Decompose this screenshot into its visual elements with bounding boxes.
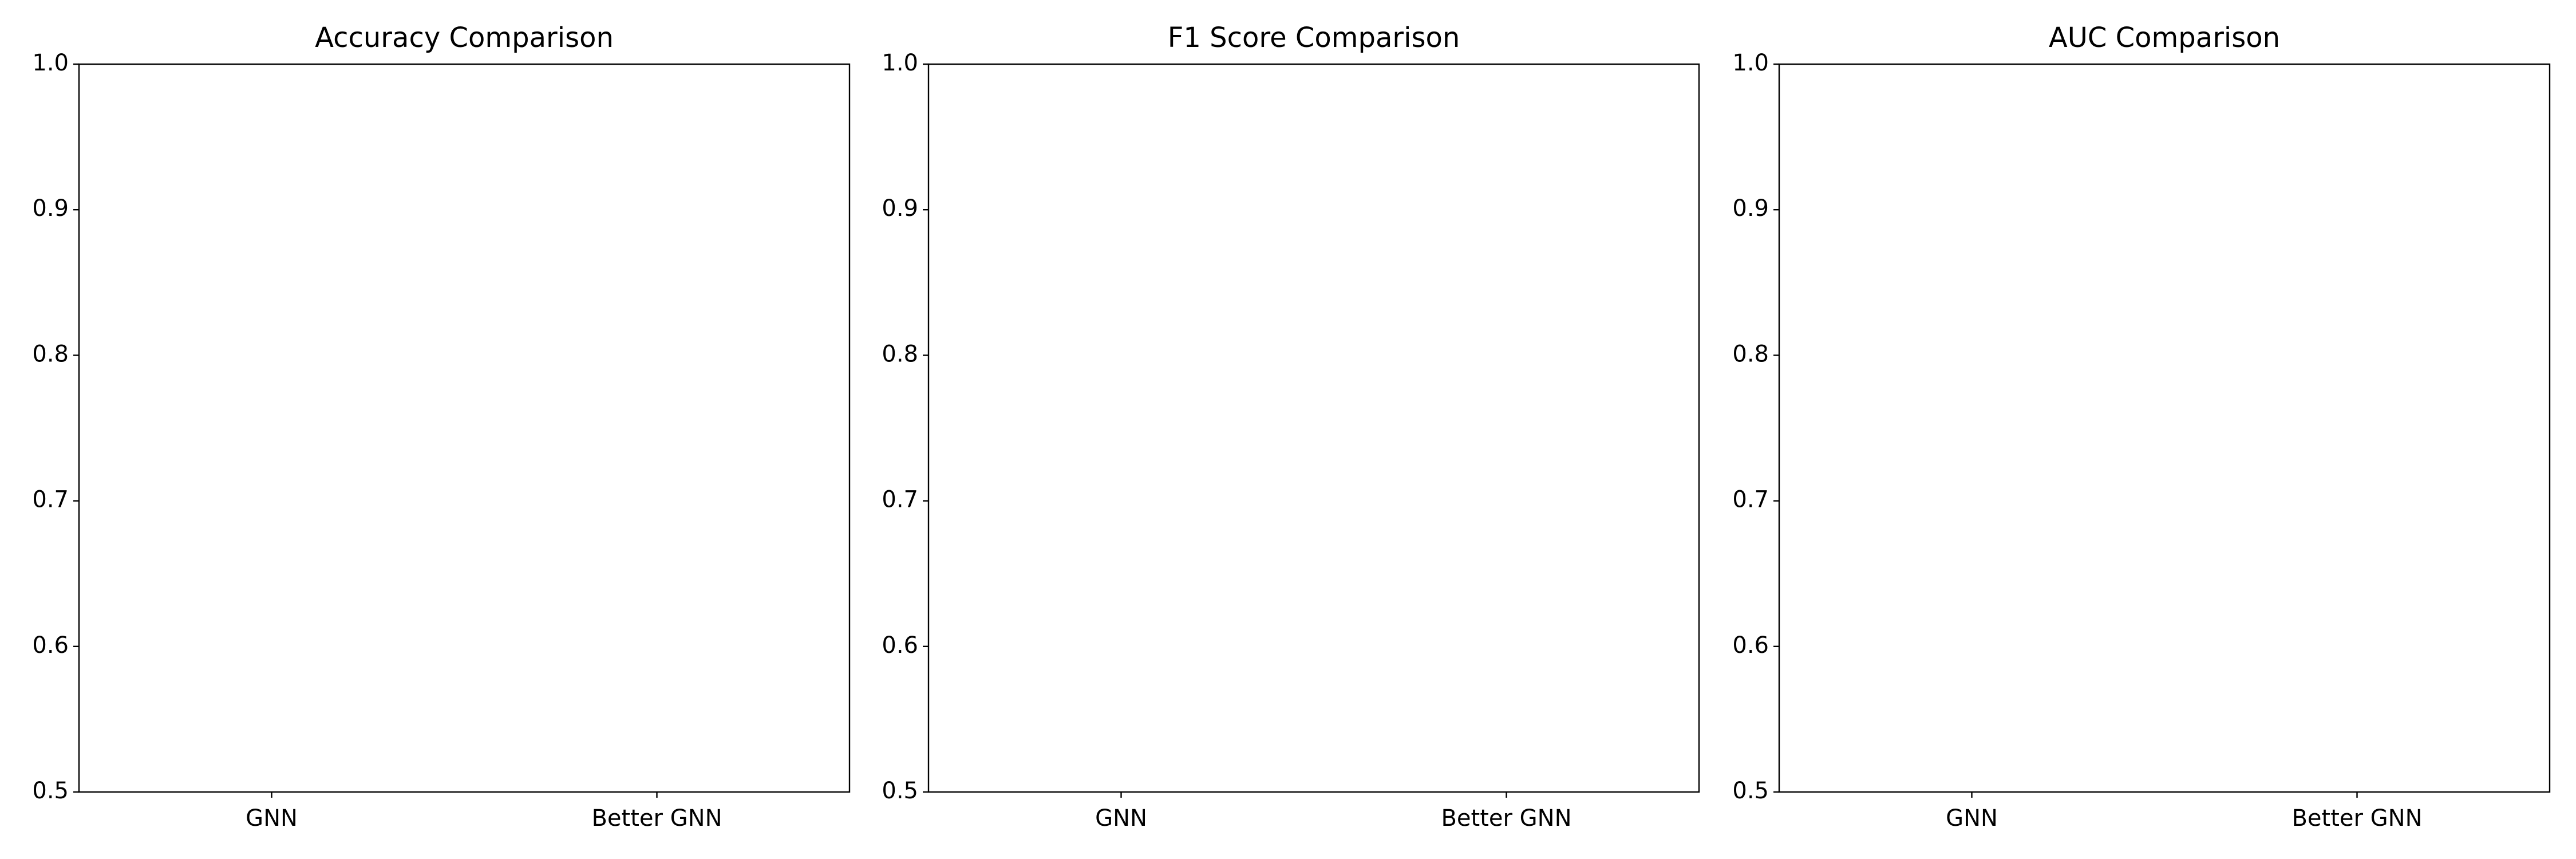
y-tick-label: 1.0 (32, 50, 69, 76)
x-tick-label: GNN (246, 805, 298, 832)
y-tick-label: 0.7 (1732, 487, 1769, 513)
y-tick-label: 0.8 (882, 341, 918, 367)
y-tick-label: 0.9 (882, 195, 918, 222)
y-tick-label: 0.9 (32, 195, 69, 222)
x-tick-label: GNN (1095, 805, 1147, 832)
y-tick-label: 0.8 (32, 341, 69, 367)
y-tick-label: 0.6 (32, 632, 69, 659)
y-tick-label: 0.9 (1732, 195, 1769, 222)
y-tick-label: 0.5 (882, 778, 918, 804)
x-tick-label: Better GNN (591, 805, 722, 832)
y-tick-label: 0.8 (1732, 341, 1769, 367)
chart-title: F1 Score Comparison (1168, 22, 1460, 54)
y-tick-label: 0.5 (32, 778, 69, 804)
y-tick-label: 0.6 (1732, 632, 1769, 659)
x-tick-label: Better GNN (1441, 805, 1571, 832)
x-tick-label: Better GNN (2291, 805, 2422, 832)
chart-title: Accuracy Comparison (315, 22, 614, 54)
y-tick-label: 1.0 (882, 50, 918, 76)
y-tick-label: 0.6 (882, 632, 918, 659)
plot-frame (927, 63, 1700, 793)
chart-title: AUC Comparison (2049, 22, 2280, 54)
x-tick-label: GNN (1946, 805, 1998, 832)
plot-frame (78, 63, 851, 793)
y-tick-label: 1.0 (1732, 50, 1769, 76)
plot-frame (1778, 63, 2551, 793)
y-tick-label: 0.5 (1732, 778, 1769, 804)
y-tick-label: 0.7 (882, 487, 918, 513)
y-tick-label: 0.7 (32, 487, 69, 513)
